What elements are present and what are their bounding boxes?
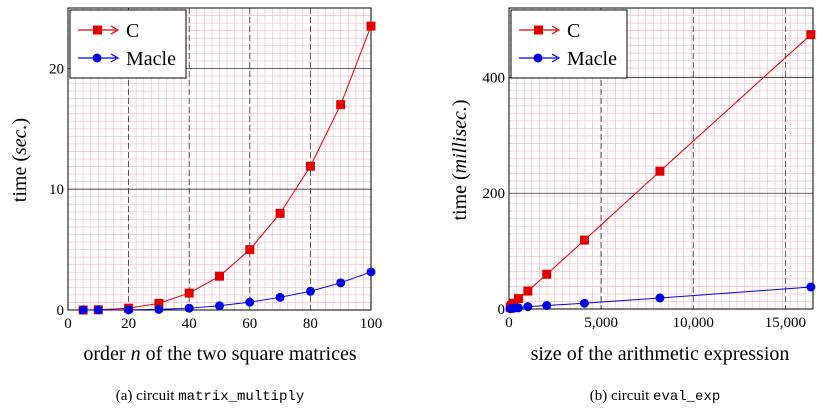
y-tick-label: 20 (49, 61, 64, 77)
x-tick-label: 80 (303, 316, 318, 332)
grid-minor (67, 7, 372, 311)
data-point (806, 282, 816, 292)
legend-marker (93, 25, 102, 35)
legend-label: C (567, 20, 580, 42)
x-tick-label: 20 (121, 316, 136, 332)
legend-marker (534, 25, 543, 35)
legend-box (69, 9, 187, 79)
legend-arrow-icon (551, 25, 561, 35)
y-axis-label: time (sec.) (9, 118, 31, 202)
data-point (215, 301, 224, 311)
data-point (513, 294, 523, 304)
data-point (509, 298, 519, 308)
x-axis-label: size of the arithmetic expression (531, 343, 790, 365)
data-point (184, 303, 194, 313)
data-point (184, 288, 194, 298)
y-tick-label: 10 (49, 182, 64, 198)
data-point (305, 161, 315, 171)
legend: C Macle (69, 9, 187, 79)
data-point (245, 245, 255, 255)
x-tick-label: 10,000 (673, 315, 714, 331)
chart-2: 0 5,000 10,000 15,000 0 200 400 size of the ari… (449, 7, 816, 405)
data-point (124, 305, 134, 315)
y-axis-label: time (millisec.) (449, 99, 471, 220)
data-point (336, 100, 346, 110)
x-tick-label: 40 (182, 316, 197, 332)
legend: C Macle (510, 9, 628, 79)
legend-marker (533, 53, 543, 63)
legend-arrow-icon (110, 53, 120, 63)
data-point (275, 292, 285, 302)
data-point (523, 302, 533, 312)
data-point (579, 298, 589, 308)
data-point (542, 269, 552, 279)
legend-label: Macle (126, 48, 176, 70)
legend-arrow-icon (551, 53, 561, 63)
legend-box (510, 9, 628, 79)
data-point (366, 267, 376, 277)
data-point (93, 305, 103, 315)
data-point (154, 304, 164, 314)
x-tick-label: 60 (242, 316, 257, 332)
legend-label: C (126, 20, 139, 42)
data-point (655, 166, 665, 176)
data-point (215, 271, 224, 281)
x-tick-label: 100 (360, 316, 383, 332)
data-point (655, 293, 665, 303)
data-point (275, 208, 285, 218)
data-point (336, 278, 346, 288)
legend-label: Macle (567, 48, 617, 70)
data-point (305, 286, 315, 296)
y-tick-label: 0 (57, 303, 65, 319)
x-tick-label: 5,000 (584, 315, 618, 331)
data-point (542, 301, 552, 311)
data-point (154, 298, 164, 308)
x-tick-label: 15,000 (765, 315, 806, 331)
plot-frame (508, 7, 814, 310)
y-tick-label: 0 (498, 302, 506, 318)
legend-arrow-icon (110, 25, 120, 35)
chart-1: 0 20 40 60 80 100 0 10 20 order n of the two squa… (9, 7, 383, 405)
data-point (366, 21, 376, 31)
data-point (78, 305, 88, 315)
legend-marker (92, 53, 102, 63)
series-macle (505, 282, 816, 314)
series-macle (78, 267, 376, 315)
y-tick-label: 400 (483, 70, 506, 86)
x-tick-label: 0 (64, 316, 72, 332)
x-tick-label: 0 (505, 315, 513, 331)
x-axis-label: order n of the two square matrices (83, 343, 356, 365)
y-tick-label: 200 (483, 186, 506, 202)
data-point (523, 286, 533, 296)
caption: (a) circuit matrix_multiply (116, 388, 305, 405)
data-point (245, 297, 255, 307)
data-point (806, 30, 816, 40)
caption: (b) circuit eval_exp (590, 388, 721, 405)
data-point (513, 303, 523, 313)
data-point (579, 235, 589, 245)
